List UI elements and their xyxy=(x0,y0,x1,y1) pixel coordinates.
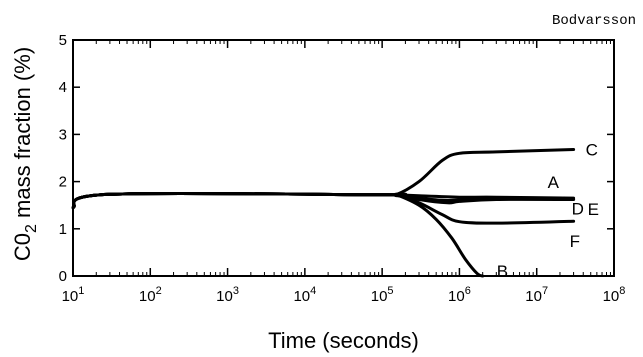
series-lines xyxy=(71,148,576,278)
series-line-b xyxy=(71,191,485,278)
x-tick-label: 104 xyxy=(293,285,316,305)
plot-border xyxy=(72,39,615,277)
x-tick-label: 102 xyxy=(139,285,162,305)
y-tick-label: 0 xyxy=(59,268,67,285)
x-tick-label: 107 xyxy=(525,285,548,305)
x-tick-label: 106 xyxy=(448,285,471,305)
author-label: Bodvarsson xyxy=(552,13,636,29)
plot-frame xyxy=(72,39,615,277)
y-tick-label: 5 xyxy=(59,32,67,49)
series-label-b: B xyxy=(497,262,508,281)
series-label-c: C xyxy=(586,141,598,160)
x-tick-label: 105 xyxy=(371,285,394,305)
y-tick-label: 2 xyxy=(59,174,67,191)
series-label-d: D xyxy=(572,200,584,219)
series-label-a: A xyxy=(548,173,560,192)
y-axis-ticks: 0 1 2 3 4 5 xyxy=(59,32,614,285)
y-axis-title-prefix: C0 xyxy=(10,233,35,261)
y-tick-label: 3 xyxy=(59,126,67,143)
x-tick-label: 101 xyxy=(62,285,85,305)
y-tick-label: 1 xyxy=(59,221,67,238)
y-axis-title-subscript: 2 xyxy=(23,224,40,233)
x-tick-label: 103 xyxy=(216,285,239,305)
y-axis-title: C02 mass fraction (%) xyxy=(10,47,40,261)
y-axis-title-suffix: mass fraction (%) xyxy=(10,47,35,224)
x-axis-ticks: 101 102 103 104 105 106 107 108 xyxy=(62,40,626,305)
x-tick-label: 108 xyxy=(603,285,626,305)
y-tick-label: 4 xyxy=(59,79,67,96)
series-label-e: E xyxy=(588,200,599,219)
series-labels: C AD EF B xyxy=(497,141,599,281)
x-axis-title: Time (seconds) xyxy=(268,328,419,353)
series-label-f: F xyxy=(570,232,580,251)
